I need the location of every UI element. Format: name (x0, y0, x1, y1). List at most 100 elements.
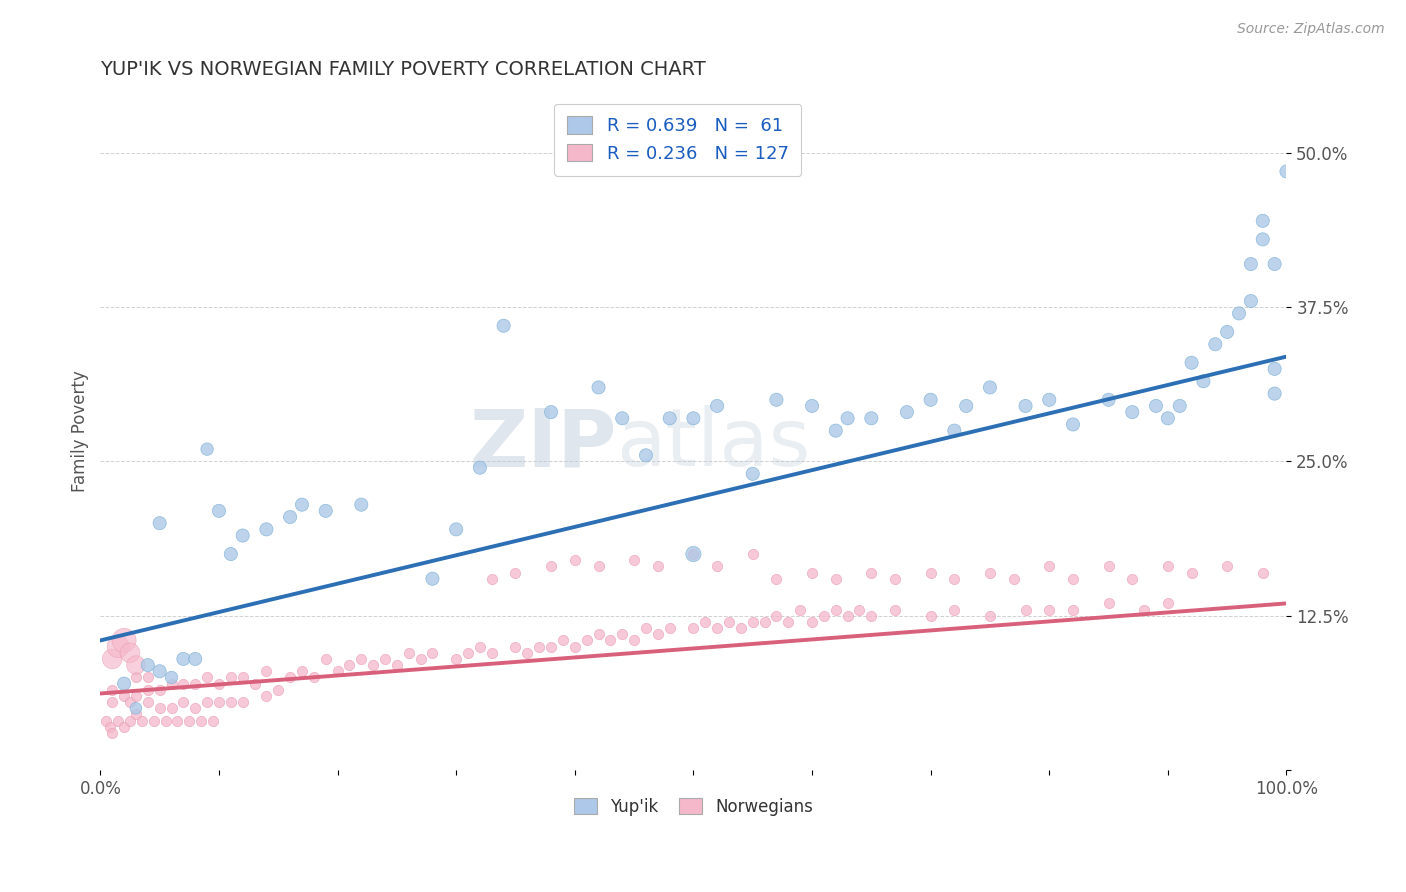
Point (112, 689, 135, 703)
Point (1251, 214, 1274, 228)
Point (623, 553, 645, 567)
Point (979, 608, 1001, 623)
Point (529, 640, 551, 654)
Text: ZIP: ZIP (470, 405, 616, 483)
Point (136, 658, 159, 673)
Point (1062, 602, 1084, 616)
Point (706, 399, 728, 413)
Point (1097, 596, 1119, 610)
Point (1204, 337, 1226, 351)
Point (160, 701, 183, 715)
Point (184, 652, 207, 666)
Point (540, 559, 562, 574)
Point (492, 318, 515, 333)
Point (588, 559, 610, 574)
Point (125, 670, 148, 684)
Point (278, 670, 301, 684)
Point (326, 665, 349, 679)
Point (943, 424, 966, 438)
Point (118, 646, 141, 660)
Point (254, 689, 277, 703)
Point (1157, 559, 1180, 574)
Point (801, 399, 824, 413)
Point (741, 615, 763, 629)
Point (278, 510, 301, 524)
Point (706, 559, 728, 574)
Point (101, 695, 124, 709)
Point (1157, 596, 1180, 610)
Point (765, 572, 787, 586)
Point (1251, 232, 1274, 246)
Point (172, 652, 194, 666)
Point (588, 380, 610, 394)
Point (195, 670, 218, 684)
Point (149, 682, 172, 697)
Point (1216, 325, 1239, 339)
Point (979, 566, 1001, 580)
Point (112, 676, 135, 690)
Point (1227, 306, 1250, 320)
Point (195, 442, 218, 457)
Point (219, 695, 242, 709)
Point (184, 701, 207, 715)
Point (1168, 399, 1191, 413)
Point (682, 621, 704, 635)
Point (398, 646, 420, 660)
Point (136, 695, 159, 709)
Point (160, 670, 183, 684)
Point (741, 467, 763, 481)
Point (131, 714, 153, 728)
Point (1264, 386, 1286, 401)
Point (208, 504, 231, 518)
Point (1121, 572, 1143, 586)
Point (1180, 356, 1202, 370)
Point (612, 411, 634, 425)
Point (149, 701, 172, 715)
Point (778, 615, 800, 629)
Point (789, 602, 811, 616)
Point (658, 411, 681, 425)
Point (824, 572, 846, 586)
Point (1038, 392, 1060, 407)
Point (920, 566, 942, 580)
Point (107, 714, 129, 728)
Point (717, 615, 740, 629)
Point (98, 720, 121, 734)
Point (540, 640, 562, 654)
Point (801, 615, 824, 629)
Point (1264, 257, 1286, 271)
Point (860, 566, 883, 580)
Point (149, 665, 172, 679)
Point (172, 695, 194, 709)
Point (623, 633, 645, 648)
Point (96, 714, 118, 728)
Point (540, 405, 562, 419)
Point (1275, 164, 1298, 178)
Point (107, 640, 129, 654)
Point (422, 646, 444, 660)
Point (1121, 405, 1143, 419)
Point (112, 633, 135, 648)
Point (837, 608, 859, 623)
Point (302, 670, 325, 684)
Point (943, 602, 966, 616)
Point (765, 392, 787, 407)
Point (195, 695, 218, 709)
Text: atlas: atlas (616, 405, 811, 483)
Point (658, 621, 681, 635)
Point (706, 621, 728, 635)
Point (184, 676, 207, 690)
Point (1240, 257, 1263, 271)
Point (647, 627, 669, 641)
Point (1038, 559, 1060, 574)
Text: YUP'IK VS NORWEGIAN FAMILY POVERTY CORRELATION CHART: YUP'IK VS NORWEGIAN FAMILY POVERTY CORRE… (100, 60, 706, 78)
Point (219, 670, 242, 684)
Point (339, 658, 361, 673)
Point (243, 676, 266, 690)
Point (741, 547, 763, 561)
Point (943, 572, 966, 586)
Point (101, 652, 124, 666)
Point (254, 665, 277, 679)
Point (801, 566, 824, 580)
Point (1157, 411, 1180, 425)
